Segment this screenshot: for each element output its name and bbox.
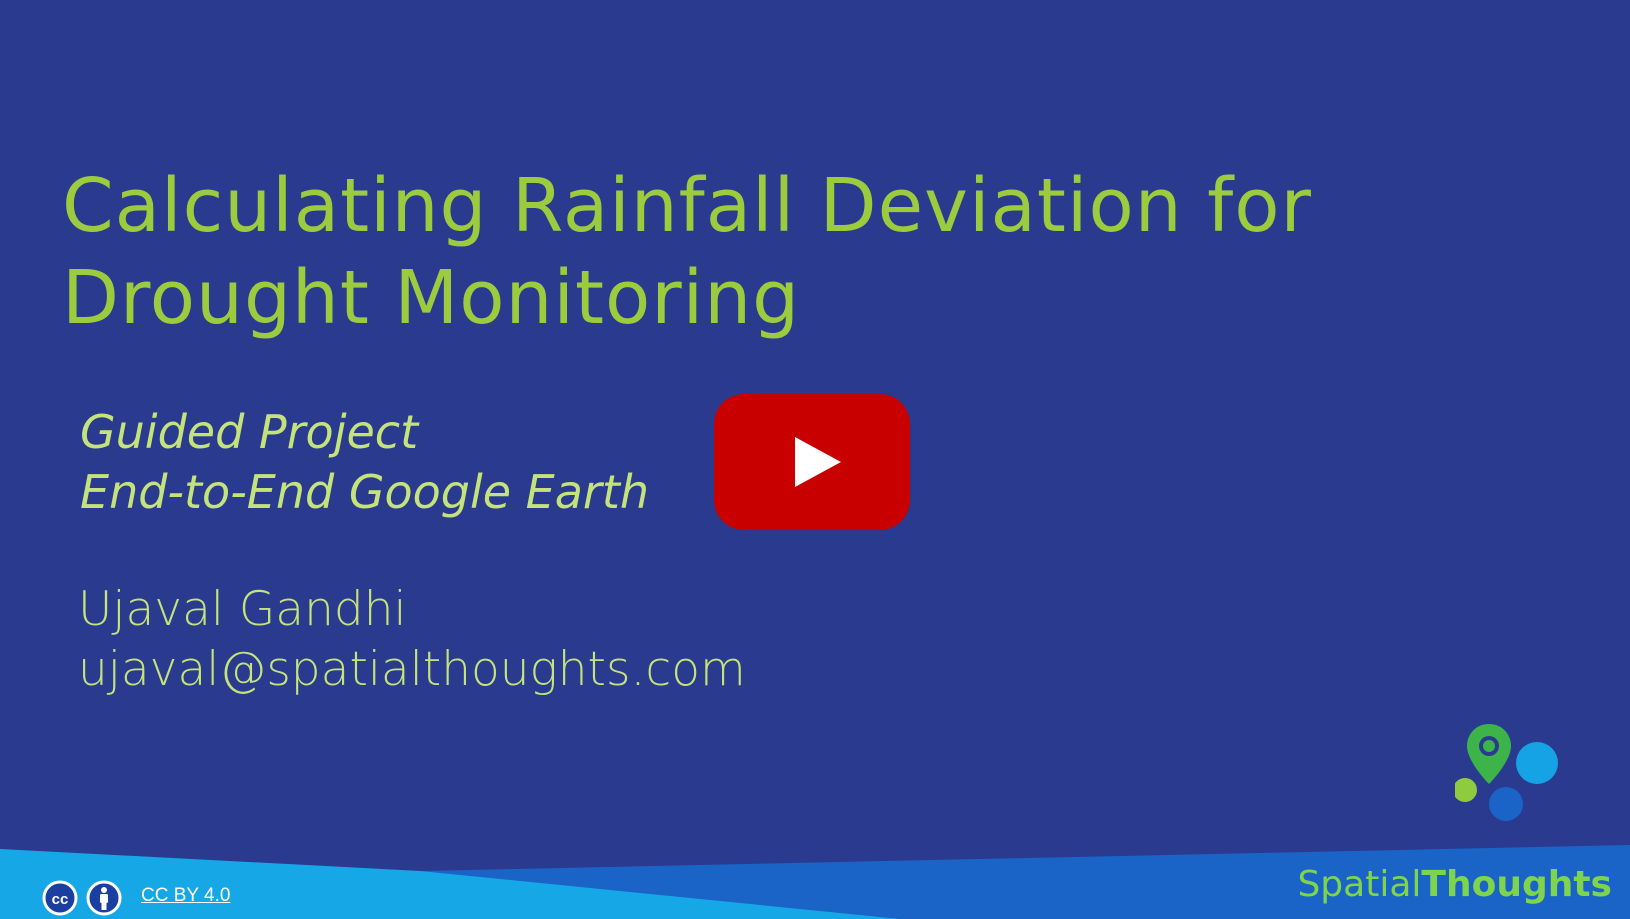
subtitle-line-1: Guided Project xyxy=(80,405,419,459)
footer-band xyxy=(0,839,1630,919)
subtitle-line-2: End-to-End Google Earth xyxy=(80,465,650,519)
cc-icon: cc xyxy=(42,880,78,916)
author-email: ujaval@spatialthoughts.com xyxy=(78,642,746,697)
slide-title: Calculating Rainfall Deviation for Droug… xyxy=(62,160,1482,344)
license-link[interactable]: CC BY 4.0 xyxy=(141,885,231,906)
brand-part-thoughts: Thoughts xyxy=(1421,864,1612,905)
svg-text:cc: cc xyxy=(52,891,69,908)
cc-license-badge: cc xyxy=(42,880,124,916)
footer-wave xyxy=(0,845,1630,919)
attribution-icon xyxy=(86,880,122,916)
brand-part-spatial: Spatial xyxy=(1297,864,1422,905)
youtube-play-button[interactable] xyxy=(714,394,910,530)
author-name: Ujaval Gandhi xyxy=(78,582,407,637)
slide-subtitle: Guided Project End-to-End Google Earth xyxy=(80,402,649,522)
author-block: Ujaval Gandhi ujaval@spatialthoughts.com xyxy=(78,580,746,700)
spatialthoughts-logo-icon xyxy=(1453,722,1575,832)
brand-wordmark: SpatialThoughts xyxy=(1297,865,1612,905)
slide-title-line-2: Drought Monitoring xyxy=(62,255,801,341)
youtube-play-icon xyxy=(795,437,841,487)
slide-title-line-1: Calculating Rainfall Deviation for xyxy=(62,163,1312,249)
